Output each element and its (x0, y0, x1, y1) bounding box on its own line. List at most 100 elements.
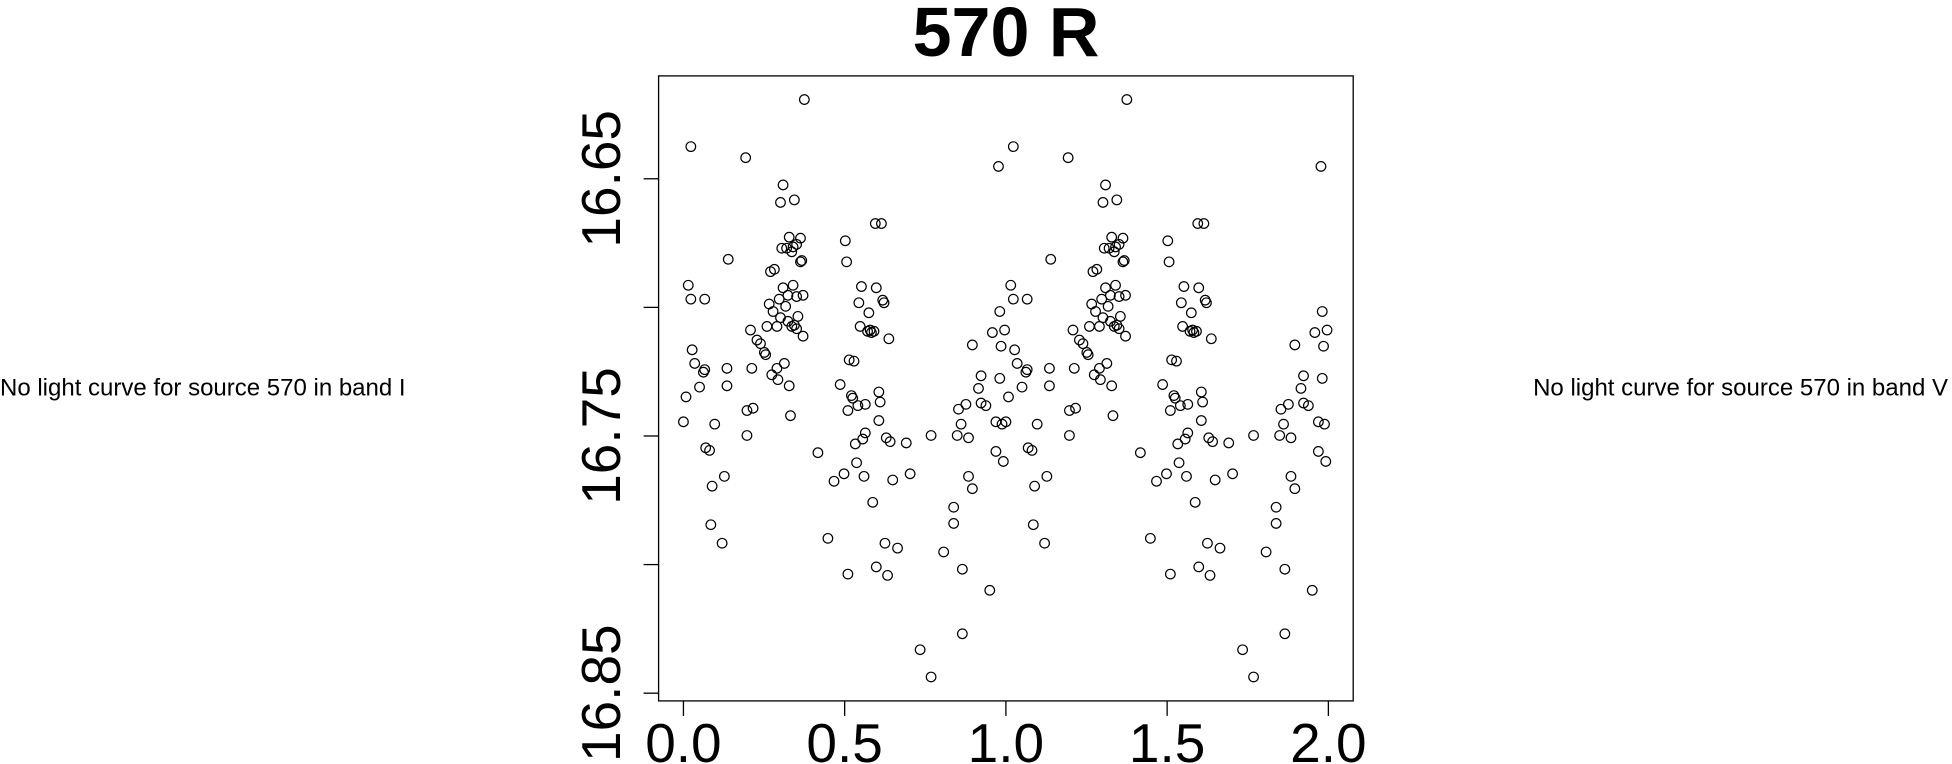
point (785, 410, 796, 422)
point (1062, 152, 1074, 164)
point (1094, 374, 1106, 386)
point (975, 370, 987, 382)
point (1164, 405, 1176, 416)
point (842, 405, 854, 416)
point (689, 358, 701, 369)
point (1007, 141, 1019, 153)
point (849, 438, 861, 450)
point (1117, 232, 1129, 244)
point (792, 310, 804, 322)
point (1110, 279, 1121, 291)
point (778, 358, 790, 369)
point (761, 321, 773, 332)
point (1192, 218, 1204, 229)
annotation: No light curve for source 570 in band V (1533, 375, 1948, 402)
point (980, 400, 992, 412)
point (771, 362, 783, 374)
point (1185, 307, 1197, 319)
point (783, 231, 795, 243)
point (741, 405, 753, 416)
point (953, 403, 964, 415)
point (966, 339, 978, 351)
point (1182, 427, 1194, 439)
point (797, 330, 809, 342)
point (1094, 362, 1105, 374)
point (873, 415, 885, 426)
point (963, 470, 974, 482)
point (1021, 293, 1033, 305)
point (1295, 383, 1307, 394)
point (760, 349, 772, 361)
point (1067, 324, 1079, 336)
point (1191, 325, 1202, 337)
point (1110, 241, 1121, 253)
point (1009, 344, 1021, 356)
point (1084, 321, 1095, 332)
point (1178, 281, 1190, 292)
point (791, 323, 803, 335)
point (1164, 568, 1176, 580)
point (1202, 537, 1213, 549)
point (960, 398, 972, 410)
point (843, 354, 855, 366)
point (678, 416, 689, 428)
point (1011, 358, 1023, 369)
point (997, 456, 1009, 467)
point (1289, 483, 1301, 495)
point (1077, 338, 1089, 350)
point (994, 306, 1006, 317)
point (741, 430, 753, 441)
point (873, 386, 885, 398)
point (1312, 416, 1324, 428)
point (1237, 644, 1248, 656)
point (842, 568, 854, 580)
point (1114, 310, 1126, 322)
point (1120, 289, 1131, 301)
point (1041, 470, 1053, 482)
point (1205, 333, 1217, 345)
point (884, 436, 896, 448)
point (1096, 293, 1108, 305)
point (777, 179, 789, 191)
point (751, 334, 763, 346)
point (740, 152, 752, 164)
point (1166, 354, 1178, 366)
annotation: No light curve for source 570 in band I (0, 375, 406, 402)
point (795, 232, 806, 244)
point (1198, 218, 1210, 229)
point (1193, 282, 1205, 294)
point (721, 380, 733, 392)
point (869, 218, 881, 229)
point (767, 306, 779, 317)
point (1279, 563, 1291, 575)
point (766, 369, 778, 381)
point (716, 537, 728, 549)
point (839, 235, 851, 247)
point (1118, 255, 1130, 266)
point (854, 321, 866, 332)
point (1279, 628, 1291, 640)
point (870, 282, 882, 294)
point (1104, 289, 1116, 301)
y-tick-label: 16.65 (570, 110, 632, 248)
point (868, 325, 880, 337)
point (887, 474, 899, 486)
point (1107, 410, 1119, 422)
point (925, 430, 937, 441)
point (1248, 671, 1259, 683)
point (1189, 496, 1201, 508)
point (787, 241, 799, 253)
point (1113, 291, 1125, 302)
point (938, 546, 950, 558)
point (1171, 355, 1182, 367)
point (682, 279, 694, 291)
point (1182, 398, 1194, 410)
point (859, 427, 871, 439)
x-tick-label: 1.5 (1129, 712, 1205, 764)
point (1134, 447, 1146, 459)
point (1270, 518, 1282, 529)
point (1111, 194, 1123, 206)
point (880, 432, 892, 444)
point (1207, 436, 1219, 448)
point (1174, 400, 1186, 412)
